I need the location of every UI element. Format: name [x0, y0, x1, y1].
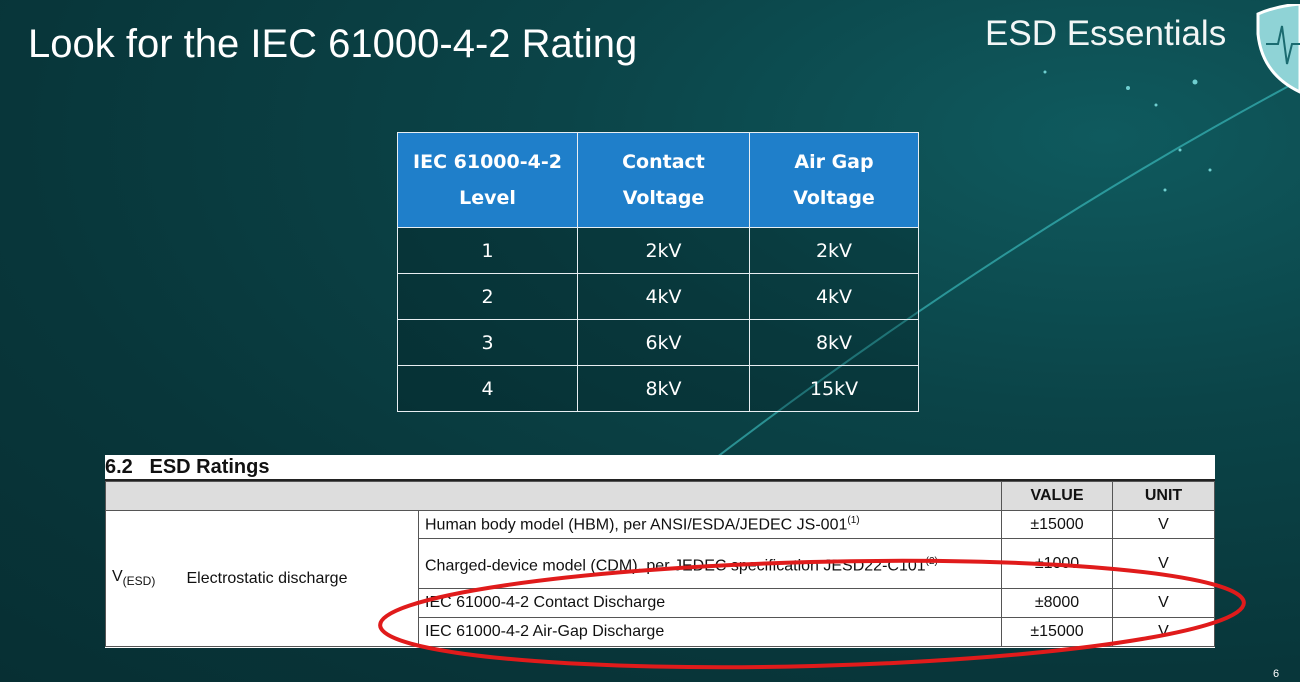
table-row: 2 4kV 4kV [397, 273, 919, 320]
table-row: 4 8kV 15kV [397, 365, 919, 412]
header-air-gap-voltage: Air Gap Voltage [749, 132, 919, 228]
table-row: V(ESD) Electrostatic discharge Human bod… [105, 510, 1215, 647]
page-number: 6 [1273, 668, 1280, 680]
table-row: 3 6kV 8kV [397, 319, 919, 366]
header-unit: UNIT [1112, 481, 1215, 511]
iec-level-table: IEC 61000-4-2 Level Contact Voltage Air Ga… [397, 132, 919, 412]
esd-ratings-table: 6.2 ESD Ratings VALUE UNIT V(ESD) Electro… [105, 455, 1215, 648]
table-row: 1 2kV 2kV [397, 227, 919, 274]
esd-ratings-heading: 6.2 ESD Ratings [105, 455, 1215, 481]
slide-title: Look for the IEC 61000-4-2 Rating [28, 22, 638, 66]
shield-logo-icon [1256, 4, 1300, 94]
header-contact-voltage: Contact Voltage [577, 132, 750, 228]
brand-name: ESD Essentials [985, 14, 1227, 53]
symbol: V(ESD) [105, 510, 181, 647]
parameter: Electrostatic discharge [180, 510, 419, 647]
header-level: IEC 61000-4-2 Level [397, 132, 578, 228]
header-value: VALUE [1001, 481, 1113, 511]
